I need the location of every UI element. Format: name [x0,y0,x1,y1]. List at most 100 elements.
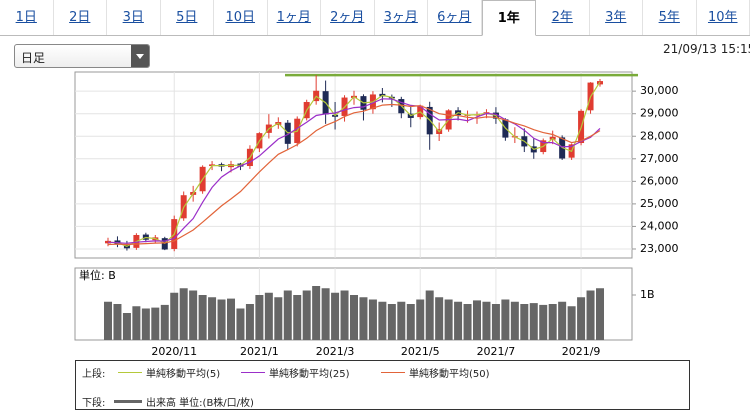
x-tick-label: 2021/7 [477,345,516,358]
period-tab[interactable]: 1ヶ月 [268,0,321,35]
period-tab[interactable]: 5年 [643,0,697,35]
volume-bar [359,297,368,340]
moving-average-line [107,98,601,244]
period-tab[interactable]: 3年 [590,0,643,35]
x-tick-label: 2021/3 [316,345,355,358]
period-tab[interactable]: 10日 [214,0,268,35]
y-tick-label: 29,000 [640,107,679,120]
volume-bar [227,298,235,340]
volume-bar [378,301,387,340]
period-tab[interactable]: 3ヶ月 [375,0,428,35]
volume-bar [104,301,112,340]
volume-tick-label: 1B [640,288,655,301]
volume-bar [473,300,481,340]
volume-bar [132,306,141,340]
volume-bar [548,304,557,340]
y-tick-label: 27,000 [640,152,679,165]
period-tab[interactable]: 1年 [481,0,536,36]
period-tab[interactable]: 2ヶ月 [321,0,375,35]
volume-unit-label: 単位: B [79,268,116,282]
legend-label: 単純移動平均(5) [146,369,221,380]
volume-bar [189,290,198,340]
volume-bar [122,313,131,340]
volume-bar [539,304,548,340]
volume-bar [151,307,160,340]
legend-item: 単純移動平均(50) [381,365,490,380]
legend-swatch [381,372,405,373]
volume-bar [113,304,122,340]
legend: 上段: 単純移動平均(5) 単純移動平均(25) 単純移動平均(50) 下段: 出来高 単… [75,360,690,410]
volume-bar [558,301,567,340]
volume-bar [198,295,207,340]
x-tick-label: 2021/9 [562,345,601,358]
period-tab[interactable]: 3日 [107,0,161,35]
volume-bar [293,295,302,340]
volume-bar [520,304,529,340]
legend-swatch [118,372,142,373]
volume-bar [264,292,273,340]
legend-swatch [114,400,142,403]
legend-label: 単純移動平均(25) [269,369,350,380]
volume-bar [482,301,491,340]
volume-bar [529,303,538,340]
volume-bar [406,304,415,340]
y-tick-label: 23,000 [640,242,679,255]
volume-bar [454,301,463,340]
volume-bar [331,292,340,340]
tab-bar: 1日 2日 3日 5日 10日 1ヶ月 2ヶ月 3ヶ月 6ヶ月 1年 2年 3年 5年 10年 [0,0,750,36]
volume-bar [283,290,292,340]
y-tick-label: 25,000 [640,197,679,210]
volume-bar [160,304,169,340]
legend-item: 単純移動平均(5) [118,365,220,380]
volume-bar [491,304,500,340]
period-dropdown[interactable]: 日足 [14,44,150,68]
volume-bar [577,297,586,340]
legend-item: 出来高 単位:(B株/口/枚) [114,394,254,409]
volume-bar [596,288,604,340]
period-tab[interactable]: 1日 [0,0,54,35]
legend-row-label: 上段: [82,369,106,380]
volume-bar [245,304,254,340]
moving-average-line [107,81,601,247]
volume-bar [463,304,472,340]
volume-bar [435,297,444,340]
volume-bar [567,306,576,340]
volume-bar [340,290,349,340]
volume-bar [217,299,226,340]
volume-bar [444,299,453,340]
volume-bar [586,290,595,340]
period-tab[interactable]: 5日 [161,0,214,35]
legend-label: 単純移動平均(50) [409,369,490,380]
legend-label: 出来高 単位:(B株/口/枚) [146,398,254,409]
x-tick-label: 2021/1 [240,345,279,358]
dropdown-text: 日足 [21,51,46,65]
period-tab[interactable]: 6ヶ月 [428,0,482,35]
y-tick-label: 24,000 [640,219,679,232]
y-tick-label: 30,000 [640,84,679,97]
volume-bar [141,308,150,340]
volume-bar [321,288,330,340]
volume-bar [302,290,311,340]
volume-bar [179,288,188,340]
volume-bar [397,301,406,340]
volume-bar [236,308,245,340]
volume-bar [368,299,377,340]
volume-bar [501,299,510,340]
chart: 23,000 24,000 25,000 26,000 27,000 28,000 29,0… [74,71,679,358]
timestamp: 21/09/13 15:15 [663,42,750,56]
volume-bar [510,301,519,340]
x-tick-label: 2021/5 [401,345,440,358]
volume-bar [387,304,396,340]
dropdown-arrow[interactable] [131,45,149,67]
period-tab[interactable]: 2年 [536,0,590,35]
legend-swatch [241,372,265,373]
volume-bar [425,290,434,340]
y-tick-label: 26,000 [640,174,679,187]
y-tick-label: 28,000 [640,129,679,142]
volume-bar [312,286,321,340]
period-tab[interactable]: 2日 [54,0,107,35]
x-tick-label: 2020/11 [151,345,197,358]
candle-body [105,240,111,244]
legend-item: 単純移動平均(25) [241,365,350,380]
